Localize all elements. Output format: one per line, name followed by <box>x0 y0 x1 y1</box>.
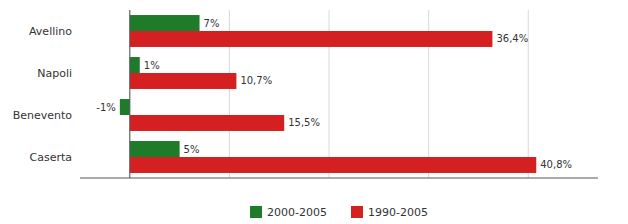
legend-label: 2000-2005 <box>267 206 327 219</box>
bar <box>130 57 140 73</box>
bar <box>130 15 200 31</box>
category-label: Avellino <box>29 25 72 38</box>
data-label: -1% <box>96 102 115 113</box>
chart-container: 7% 1% -1% 5% 36,4% 10,7% 15,5% 40,8% Avellino Nap… <box>0 0 628 224</box>
data-label: 7% <box>204 18 220 29</box>
y-axis-labels: Avellino Napoli Benevento Caserta <box>13 25 73 164</box>
data-label: 1% <box>144 60 160 71</box>
grid <box>130 10 528 178</box>
data-label: 10,7% <box>240 75 272 86</box>
legend-label: 1990-2005 <box>368 206 428 219</box>
x-axis-line <box>80 178 598 179</box>
grid-line <box>129 10 130 178</box>
legend-item: 1990-2005 <box>351 206 428 219</box>
legend: 2000-2005 1990-2005 <box>250 206 428 219</box>
bar <box>130 157 536 173</box>
category-label: Benevento <box>13 109 73 122</box>
data-label: 5% <box>184 144 200 155</box>
data-label: 15,5% <box>288 117 320 128</box>
legend-item: 2000-2005 <box>250 206 327 219</box>
category-label: Caserta <box>30 151 73 164</box>
data-label: 36,4% <box>496 33 528 44</box>
legend-swatch <box>351 206 363 218</box>
bar <box>120 99 130 115</box>
bar <box>130 31 493 47</box>
zero-line <box>129 10 130 178</box>
data-label: 40,8% <box>540 159 572 170</box>
chart: 7% 1% -1% 5% 36,4% 10,7% 15,5% 40,8% Avellino Nap… <box>0 0 628 224</box>
data-labels: 7% 1% -1% 5% 36,4% 10,7% 15,5% 40,8% <box>96 18 572 171</box>
category-label: Napoli <box>37 67 72 80</box>
bar <box>130 73 237 89</box>
bar <box>130 141 180 157</box>
bars <box>120 15 536 173</box>
bar <box>130 115 284 131</box>
legend-swatch <box>250 206 262 218</box>
